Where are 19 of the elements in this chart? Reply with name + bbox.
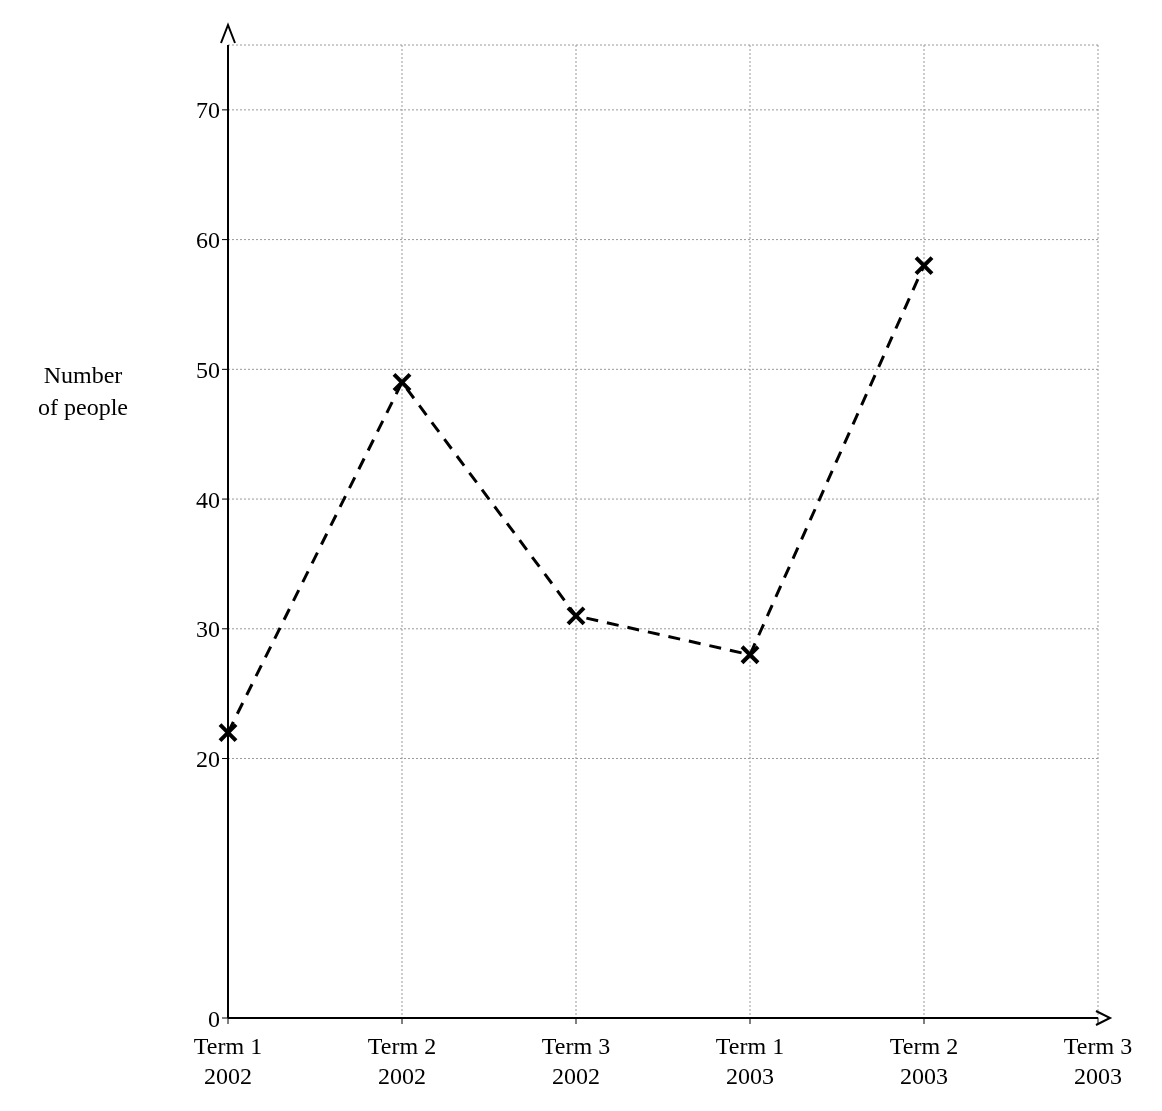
y-tick-label: 20: [196, 746, 220, 773]
point: [914, 255, 934, 276]
y-tick-label: 0: [208, 1005, 220, 1032]
x-tick-label: Term 1 2002: [193, 1033, 263, 1089]
y-tick-label: 30: [196, 616, 220, 643]
point: [566, 605, 586, 626]
y-axis-title: Number of people: [37, 361, 129, 423]
y-tick-label: 70: [196, 97, 220, 124]
x-tick-label: Term 1 2003: [715, 1033, 785, 1089]
y-tick-label: 40: [196, 486, 220, 513]
point: [392, 372, 412, 393]
y-tick-label: 50: [196, 356, 220, 383]
point: [740, 644, 760, 665]
x-tick-label: Term 3 2003: [1063, 1033, 1133, 1089]
y-tick-label: 60: [196, 227, 220, 254]
x-tick-label: Term 3 2002: [541, 1033, 611, 1089]
point: [218, 722, 238, 743]
x-tick-label: Term 2 2003: [889, 1033, 959, 1089]
x-tick-label: Term 2 2002: [367, 1033, 437, 1089]
